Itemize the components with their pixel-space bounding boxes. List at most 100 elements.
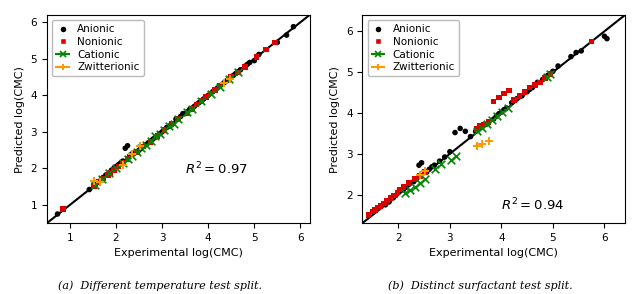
Point xyxy=(475,124,485,128)
Point xyxy=(106,171,116,175)
Point xyxy=(401,185,412,190)
Point xyxy=(106,168,116,173)
Point xyxy=(487,118,497,123)
Point xyxy=(145,139,156,143)
Y-axis label: Predicted log(CMC): Predicted log(CMC) xyxy=(15,66,25,173)
Point xyxy=(135,144,145,149)
Point xyxy=(93,180,104,184)
Point xyxy=(414,163,424,168)
Point xyxy=(493,95,504,100)
Point xyxy=(260,47,271,52)
Legend: Anionic, Nonionic, Cationic, Zwitterionic: Anionic, Nonionic, Cationic, Zwitterioni… xyxy=(52,20,143,76)
Point xyxy=(289,24,299,29)
Point xyxy=(220,80,230,85)
Point xyxy=(166,121,177,126)
Point xyxy=(198,97,209,101)
Point xyxy=(566,54,576,59)
Point xyxy=(243,62,253,67)
Point xyxy=(384,200,394,204)
Point xyxy=(145,140,156,144)
Point xyxy=(548,69,558,74)
Point xyxy=(530,83,540,88)
Point xyxy=(58,207,68,212)
Point xyxy=(52,212,63,216)
Point xyxy=(502,106,513,111)
Point xyxy=(417,161,427,165)
Point xyxy=(132,150,142,154)
Point xyxy=(122,157,132,162)
Point xyxy=(191,102,202,107)
Point xyxy=(410,177,420,181)
Point xyxy=(111,165,121,170)
Point xyxy=(370,208,380,213)
Point xyxy=(430,167,440,172)
Point xyxy=(196,98,207,103)
Point xyxy=(136,146,147,151)
Point xyxy=(182,109,193,114)
Point xyxy=(187,107,197,111)
Point xyxy=(159,128,170,132)
Point xyxy=(380,203,390,207)
Point xyxy=(372,205,383,210)
Point xyxy=(210,88,220,92)
Point xyxy=(415,181,425,186)
Point xyxy=(240,64,250,69)
Point xyxy=(118,162,128,167)
Point xyxy=(440,155,450,159)
Point xyxy=(415,173,425,177)
Point xyxy=(214,84,225,88)
Point xyxy=(482,122,492,127)
Point xyxy=(478,122,488,127)
Point xyxy=(385,196,396,200)
Point xyxy=(404,187,415,192)
Point xyxy=(488,117,499,121)
Point xyxy=(420,168,430,173)
Point xyxy=(252,55,262,59)
Point xyxy=(97,176,108,181)
Point xyxy=(427,164,437,169)
Point xyxy=(95,180,105,185)
Point xyxy=(118,159,128,163)
Point xyxy=(270,40,280,45)
Point xyxy=(90,183,100,187)
Point xyxy=(150,134,161,138)
Point xyxy=(450,130,460,135)
Point xyxy=(118,161,128,165)
Point xyxy=(389,193,399,198)
Point xyxy=(134,148,144,153)
Point xyxy=(122,143,132,148)
Point xyxy=(175,114,186,119)
Point xyxy=(152,133,163,138)
Point xyxy=(488,99,499,104)
Point xyxy=(233,69,243,74)
Point xyxy=(166,121,177,126)
Point xyxy=(420,170,430,174)
Point xyxy=(543,73,553,78)
Point xyxy=(525,85,535,90)
Point xyxy=(205,91,216,96)
Point xyxy=(104,171,114,175)
Point xyxy=(282,33,292,37)
Point xyxy=(93,180,104,185)
Point xyxy=(141,142,151,147)
Point xyxy=(499,107,509,112)
Point xyxy=(194,100,204,105)
Point xyxy=(109,168,119,173)
Point xyxy=(225,76,236,81)
Point xyxy=(132,150,142,154)
Point xyxy=(122,157,132,162)
Point xyxy=(509,98,520,102)
Point xyxy=(460,129,470,134)
Point xyxy=(185,107,195,111)
Text: (a)  Different temperature test split.: (a) Different temperature test split. xyxy=(58,280,262,291)
Point xyxy=(208,89,218,94)
Point xyxy=(138,144,148,149)
Point xyxy=(364,213,374,217)
Point xyxy=(187,106,197,111)
Point xyxy=(520,89,530,94)
Point xyxy=(152,134,163,138)
Point xyxy=(496,110,506,114)
Point xyxy=(98,176,108,181)
Point xyxy=(127,153,137,158)
Point xyxy=(429,163,440,168)
